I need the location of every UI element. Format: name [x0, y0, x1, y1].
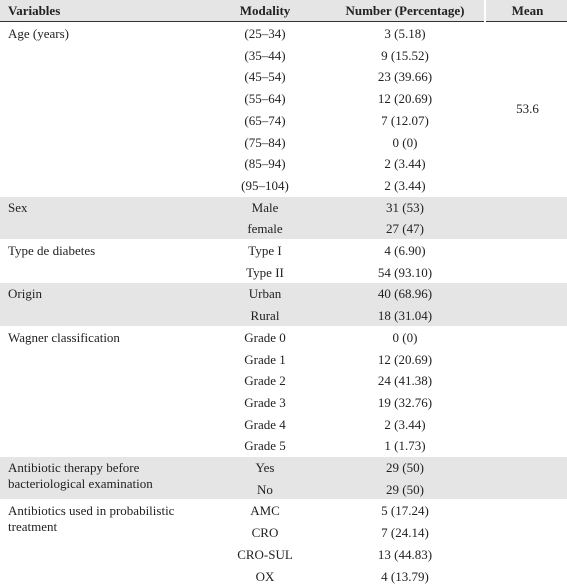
- number: 2 (3.44): [384, 177, 426, 193]
- header-cell: Number (Percentage): [345, 3, 465, 18]
- number: 3 (5.18): [384, 26, 426, 41]
- modality: CRO: [251, 525, 279, 541]
- variable: Type de diabetes: [8, 243, 96, 258]
- modality: Rural: [250, 308, 280, 324]
- modality: CRO-SUL: [237, 546, 293, 562]
- number: 40 (68.96): [377, 286, 433, 302]
- group-bg: [0, 456, 567, 500]
- number: 0 (0): [392, 329, 418, 345]
- number: 27 (47): [386, 221, 424, 237]
- header-cell: Mean: [511, 3, 544, 18]
- number: 13 (44.83): [377, 546, 433, 562]
- header-sep: [484, 0, 486, 22]
- modality: (65–74): [244, 112, 286, 128]
- number: 7 (12.07): [381, 112, 429, 128]
- number: 54 (93.10): [377, 264, 433, 280]
- modality: Yes: [255, 460, 275, 475]
- number: 1 (1.73): [384, 438, 426, 454]
- header-bg: [0, 0, 567, 22]
- modality: (95–104): [241, 177, 289, 193]
- variable: Wagner classification: [8, 329, 120, 345]
- variable: Origin: [8, 286, 42, 302]
- number: 23 (39.66): [377, 69, 433, 85]
- variable: Sex: [8, 199, 28, 215]
- modality: Urban: [248, 286, 282, 302]
- modality: Grade 5: [244, 438, 286, 454]
- modality: OX: [255, 568, 275, 584]
- modality: Type II: [246, 264, 284, 280]
- number: 2 (3.44): [384, 416, 426, 432]
- group-bg: [0, 282, 567, 326]
- modality: (45–54): [244, 69, 286, 85]
- modality: Male: [251, 199, 279, 215]
- header-cell: Modality: [239, 3, 291, 18]
- number: 5 (17.24): [381, 503, 429, 519]
- number: 0 (0): [392, 134, 418, 150]
- modality: Grade 1: [244, 351, 286, 367]
- mean: 53.6: [516, 100, 539, 116]
- group-bg: [0, 239, 567, 283]
- modality: (85–94): [244, 156, 286, 172]
- variable: Antibiotic therapy before bacteriologica…: [8, 460, 153, 491]
- number: 12 (20.69): [377, 351, 433, 367]
- number: 7 (24.14): [381, 525, 429, 541]
- modality: Grade 2: [244, 373, 286, 389]
- number: 4 (13.79): [381, 568, 429, 584]
- group-bg: [0, 325, 567, 456]
- group-bg: [0, 195, 567, 239]
- modality: AMC: [250, 503, 280, 519]
- variable: Antibiotics used in probabilistic treatm…: [8, 503, 175, 535]
- number: 31 (53): [386, 199, 424, 215]
- number: 12 (20.69): [377, 91, 433, 107]
- group-bg: [0, 499, 567, 587]
- modality: Grade 4: [244, 416, 286, 432]
- number: 24 (41.38): [377, 373, 433, 389]
- modality: (75–84): [244, 134, 286, 150]
- modality: Grade 3: [244, 394, 286, 410]
- modality: (35–44): [244, 47, 286, 63]
- number: 19 (32.76): [377, 394, 433, 410]
- number: 2 (3.44): [384, 156, 426, 172]
- header-cell: Variables: [8, 3, 61, 18]
- modality: (25–34): [244, 26, 286, 41]
- modality: No: [257, 481, 273, 497]
- variable: Age (years): [8, 26, 69, 41]
- group-bg: [0, 22, 567, 196]
- modality: Type I: [248, 243, 282, 258]
- number: 29 (50): [386, 460, 424, 475]
- number: 18 (31.04): [377, 308, 433, 324]
- modality: female: [247, 221, 283, 237]
- modality: (55–64): [244, 91, 286, 107]
- number: 29 (50): [386, 481, 424, 497]
- number: 4 (6.90): [384, 243, 426, 258]
- number: 9 (15.52): [381, 47, 429, 63]
- modality: Grade 0: [244, 329, 286, 345]
